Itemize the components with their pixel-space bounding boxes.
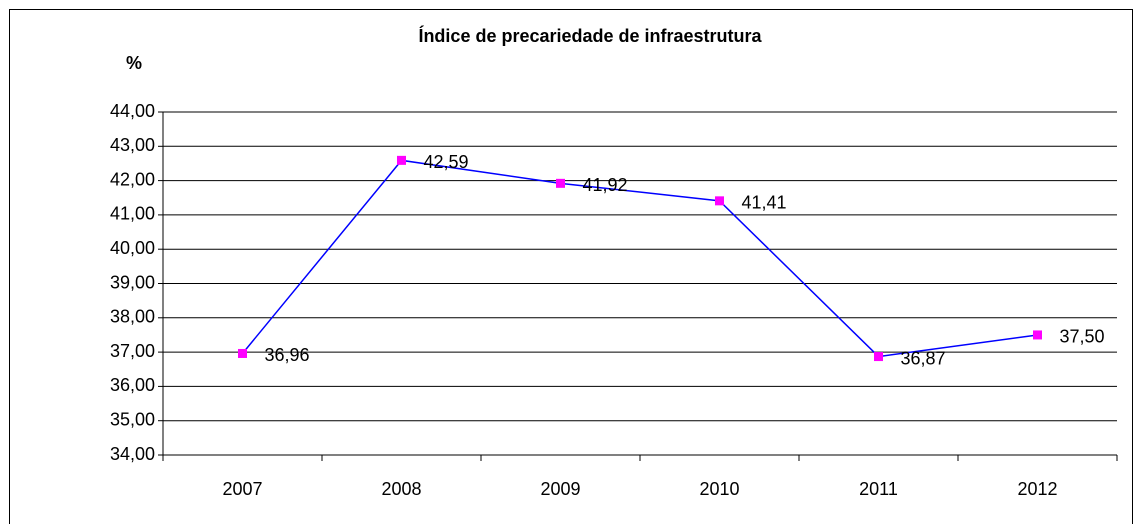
y-tick-label: 36,00 <box>110 375 155 395</box>
data-label: 36,96 <box>265 345 310 365</box>
marker <box>1033 330 1042 340</box>
marker <box>715 196 724 206</box>
y-tick-label: 35,00 <box>110 409 155 429</box>
marker <box>556 178 565 188</box>
data-label: 41,92 <box>583 175 628 195</box>
marker <box>397 155 406 165</box>
y-tick-label: 37,00 <box>110 341 155 361</box>
y-tick-label: 34,00 <box>110 444 155 464</box>
x-tick-label: 2011 <box>859 479 898 499</box>
data-label: 36,87 <box>901 348 946 368</box>
y-axis-label: % <box>126 53 142 73</box>
data-label: 42,59 <box>424 152 469 172</box>
marker <box>238 348 247 358</box>
y-tick-label: 38,00 <box>110 307 155 327</box>
x-tick-label: 2008 <box>381 479 421 499</box>
x-tick-label: 2009 <box>540 479 580 499</box>
y-tick-label: 40,00 <box>110 238 155 258</box>
y-tick-label: 42,00 <box>110 169 155 189</box>
x-tick-label: 2010 <box>699 479 739 499</box>
data-label: 37,50 <box>1060 327 1105 347</box>
x-tick-label: 2007 <box>222 479 262 499</box>
chart-title: Índice de precariedade de infraestrutura <box>418 25 762 46</box>
y-tick-label: 39,00 <box>110 272 155 292</box>
marker <box>874 352 883 362</box>
data-label: 41,41 <box>742 193 787 213</box>
chart-border <box>9 9 1133 524</box>
x-tick-label: 2012 <box>1017 479 1057 499</box>
y-tick-label: 44,00 <box>110 101 155 121</box>
line <box>241 159 1038 358</box>
y-tick-label: 43,00 <box>110 135 155 155</box>
y-tick-label: 41,00 <box>110 204 155 224</box>
